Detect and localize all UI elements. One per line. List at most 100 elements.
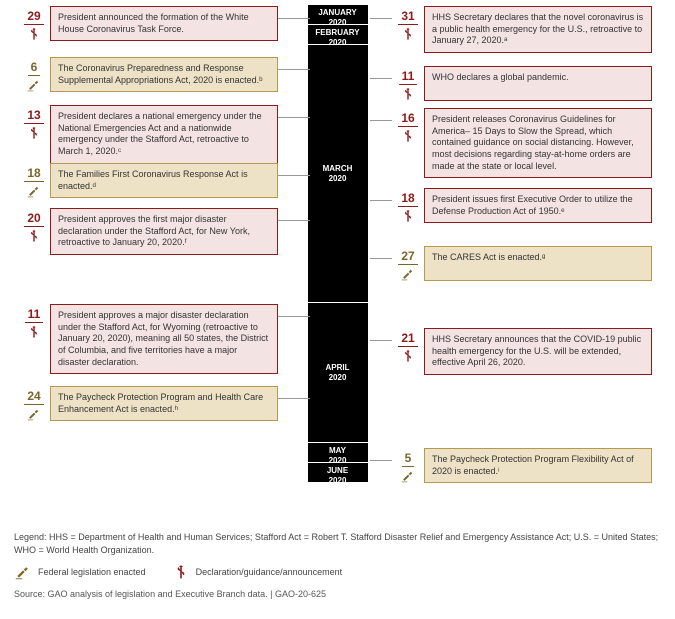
gavel-icon (26, 407, 42, 421)
connector-line (370, 200, 392, 201)
month-block: MARCH2020 (308, 45, 368, 303)
connector-line (278, 175, 310, 176)
event-text: HHS Secretary declares that the novel co… (424, 6, 652, 53)
event-date-icon: 16 (392, 108, 424, 178)
month-block: FEBRUARY2020 (308, 25, 368, 45)
connector-line (278, 398, 310, 399)
event-day-number: 5 (402, 451, 415, 467)
event-date-icon: 11 (18, 304, 50, 374)
event-day-number: 6 (28, 60, 41, 76)
caduceus-icon (400, 349, 416, 363)
event-date-icon: 31 (392, 6, 424, 53)
caduceus-icon (400, 129, 416, 143)
event-leg: 6 The Coronavirus Preparedness and Respon… (18, 57, 278, 92)
caduceus-icon (26, 325, 42, 339)
month-block: JUNE2020 (308, 463, 368, 483)
event-date-icon: 27 (392, 246, 424, 281)
event-date-icon: 29 (18, 6, 50, 41)
event-date-icon: 21 (392, 328, 424, 375)
gavel-icon (14, 564, 32, 580)
legend-label: Federal legislation enacted (38, 566, 146, 579)
event-decl: 11 President approves a major disaster de… (18, 304, 278, 374)
event-text: President approves a major disaster decl… (50, 304, 278, 374)
connector-line (370, 460, 392, 461)
event-text: The Paycheck Protection Program Flexibil… (424, 448, 652, 483)
event-date-icon: 5 (392, 448, 424, 483)
month-block: APRIL2020 (308, 303, 368, 443)
event-decl: 16 President releases Coronavirus Guideli… (392, 108, 652, 178)
connector-line (370, 78, 392, 79)
event-leg: 24 The Paycheck Protection Program and He… (18, 386, 278, 421)
event-text: The Coronavirus Preparedness and Respons… (50, 57, 278, 92)
gavel-icon (26, 78, 42, 92)
event-day-number: 18 (24, 166, 43, 182)
caduceus-icon (400, 87, 416, 101)
connector-line (278, 69, 310, 70)
connector-line (278, 117, 310, 118)
event-leg: 18 The Families First Coronavirus Respons… (18, 163, 278, 198)
event-decl: 18President issues first Executive Order… (392, 188, 652, 223)
event-day-number: 13 (24, 108, 43, 124)
event-day-number: 27 (398, 249, 417, 265)
caduceus-icon (26, 229, 42, 243)
event-day-number: 20 (24, 211, 43, 227)
event-day-number: 11 (25, 307, 44, 323)
event-text: President declares a national emergency … (50, 105, 278, 164)
connector-line (370, 18, 392, 19)
connector-line (278, 220, 310, 221)
event-leg: 5 The Paycheck Protection Program Flexibi… (392, 448, 652, 483)
timeline-page: JANUARY2020FEBRUARY2020MARCH2020APRIL202… (0, 0, 675, 619)
connector-line (278, 316, 310, 317)
legend-item: Declaration/guidance/announcement (172, 564, 343, 580)
event-decl: 31 HHS Secretary declares that the novel … (392, 6, 652, 53)
event-text: President issues first Executive Order t… (424, 188, 652, 223)
event-text: HHS Secretary announces that the COVID-1… (424, 328, 652, 375)
event-date-icon: 24 (18, 386, 50, 421)
caduceus-icon (172, 564, 190, 580)
event-decl: 13 President declares a national emergenc… (18, 105, 278, 164)
gavel-icon (400, 267, 416, 281)
event-text: President releases Coronavirus Guideline… (424, 108, 652, 178)
event-decl: 29 President announced the formation of t… (18, 6, 278, 41)
caduceus-icon (26, 27, 42, 41)
connector-line (278, 18, 310, 19)
event-text: The Paycheck Protection Program and Heal… (50, 386, 278, 421)
event-decl: 20 President approves the first major dis… (18, 208, 278, 255)
event-day-number: 31 (398, 9, 417, 25)
event-date-icon: 18 (18, 163, 50, 198)
event-date-icon: 13 (18, 105, 50, 164)
month-block: MAY2020 (308, 443, 368, 463)
event-text: President approves the first major disas… (50, 208, 278, 255)
month-block: JANUARY2020 (308, 5, 368, 25)
event-day-number: 29 (24, 9, 43, 25)
event-decl: 11WHO declares a global pandemic. (392, 66, 652, 101)
legend-abbrev: Legend: HHS = Department of Health and H… (14, 531, 661, 556)
event-date-icon: 11 (392, 66, 424, 101)
footer: Legend: HHS = Department of Health and H… (14, 531, 661, 601)
gavel-icon (400, 469, 416, 483)
legend-item: Federal legislation enacted (14, 564, 146, 580)
legend-row: Federal legislation enacted Declaration/g… (14, 564, 661, 580)
source-line: Source: GAO analysis of legislation and … (14, 588, 661, 601)
connector-line (370, 120, 392, 121)
event-text: The Families First Coronavirus Response … (50, 163, 278, 198)
event-date-icon: 6 (18, 57, 50, 92)
event-date-icon: 18 (392, 188, 424, 223)
event-day-number: 16 (398, 111, 417, 127)
event-day-number: 24 (24, 389, 43, 405)
caduceus-icon (400, 209, 416, 223)
event-day-number: 21 (398, 331, 417, 347)
event-leg: 27 The CARES Act is enacted.ᵍ (392, 246, 652, 281)
legend-label: Declaration/guidance/announcement (196, 566, 343, 579)
event-text: The CARES Act is enacted.ᵍ (424, 246, 652, 281)
event-day-number: 11 (399, 69, 418, 85)
event-text: President announced the formation of the… (50, 6, 278, 41)
caduceus-icon (26, 126, 42, 140)
event-date-icon: 20 (18, 208, 50, 255)
caduceus-icon (400, 27, 416, 41)
event-decl: 21 HHS Secretary announces that the COVID… (392, 328, 652, 375)
connector-line (370, 340, 392, 341)
gavel-icon (26, 184, 42, 198)
timeline-spine: JANUARY2020FEBRUARY2020MARCH2020APRIL202… (308, 5, 368, 483)
connector-line (370, 258, 392, 259)
